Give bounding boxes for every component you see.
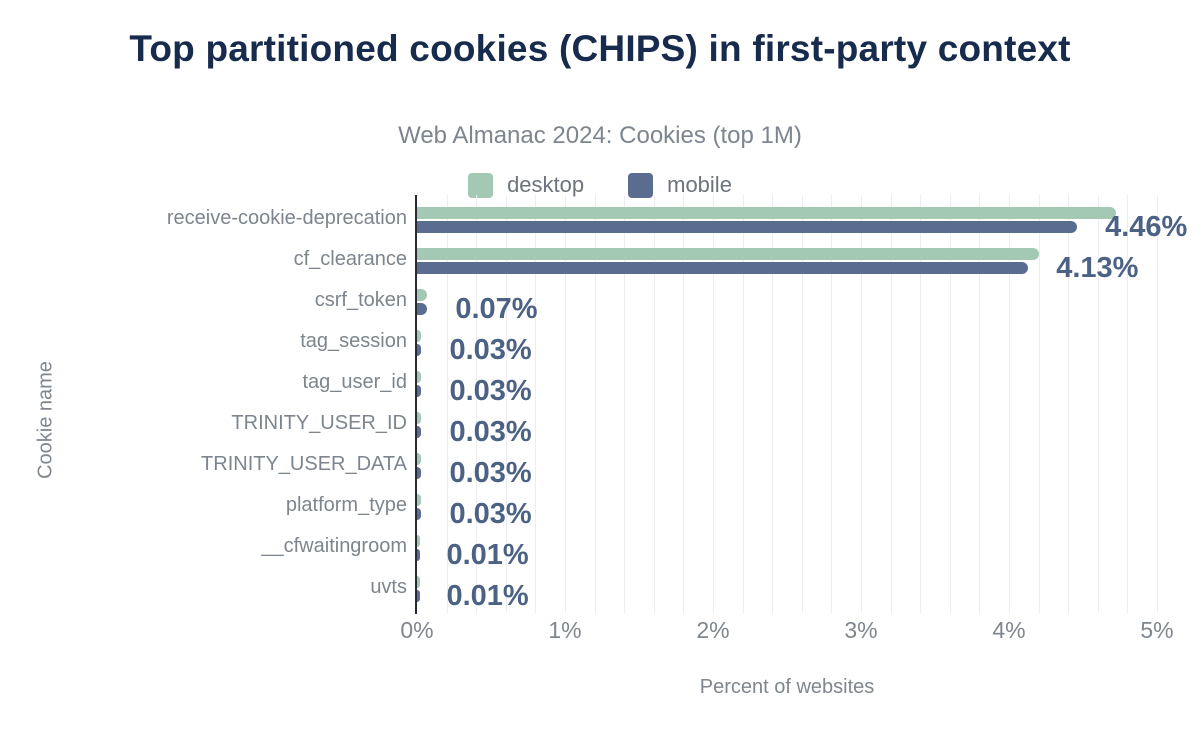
bar-desktop	[417, 371, 422, 383]
gridline	[505, 195, 507, 613]
x-axis-title: Percent of websites	[699, 676, 875, 698]
gridline	[565, 195, 566, 613]
gridline	[713, 195, 714, 613]
gridline	[772, 195, 774, 613]
bar-mobile	[417, 590, 420, 602]
bar-row: 0.03%	[417, 359, 1157, 406]
x-tick-label: 4%	[992, 617, 1026, 643]
gridline	[1038, 195, 1040, 613]
value-label: 4.46%	[1105, 211, 1188, 243]
x-tick-label: 2%	[696, 617, 730, 643]
bar-mobile	[417, 221, 1078, 233]
gridline	[1127, 195, 1129, 613]
gridline	[1009, 195, 1010, 613]
value-label: 0.03%	[449, 334, 532, 366]
y-axis-line	[415, 195, 417, 614]
bar-mobile	[417, 385, 422, 397]
bar-desktop	[417, 453, 422, 465]
gridline	[624, 195, 626, 613]
bar-row: 4.13%	[417, 236, 1157, 283]
legend-label-desktop: desktop	[507, 172, 585, 197]
bar-mobile	[417, 549, 420, 561]
gridline	[535, 195, 537, 613]
value-label: 0.01%	[446, 580, 529, 612]
gridline	[594, 195, 596, 613]
bar-row: 0.03%	[417, 400, 1157, 447]
x-tick-label: 0%	[400, 617, 434, 643]
bar-row: 0.03%	[417, 482, 1157, 529]
bar-mobile	[417, 426, 422, 438]
category-label: csrf_token	[314, 289, 407, 311]
legend-label-mobile: mobile	[667, 172, 732, 197]
bar-row: 0.07%	[417, 277, 1157, 324]
category-label: TRINITY_USER_DATA	[201, 453, 407, 475]
x-tick-label: 3%	[844, 617, 878, 643]
legend-item-mobile[interactable]: mobile	[628, 172, 732, 198]
bar-desktop	[417, 248, 1039, 260]
gridline	[920, 195, 922, 613]
bar-mobile	[417, 508, 422, 520]
category-label: tag_user_id	[302, 371, 407, 393]
bar-desktop	[417, 494, 422, 506]
legend: desktop mobile	[0, 172, 1200, 198]
gridline	[653, 195, 655, 613]
gridline	[801, 195, 803, 613]
category-label: platform_type	[285, 494, 407, 516]
legend-item-desktop[interactable]: desktop	[468, 172, 584, 198]
gridline	[742, 195, 744, 613]
chart-subtitle: Web Almanac 2024: Cookies (top 1M)	[398, 122, 802, 149]
gridline	[979, 195, 981, 613]
value-label: 0.03%	[449, 375, 532, 407]
bar-mobile	[417, 467, 422, 479]
bar-desktop	[417, 412, 422, 424]
bar-desktop	[417, 207, 1116, 219]
x-tick-label: 1%	[548, 617, 582, 643]
x-tick-label: 5%	[1140, 617, 1174, 643]
bar-row: 0.01%	[417, 564, 1157, 611]
value-label: 4.13%	[1056, 252, 1139, 284]
gridline	[1068, 195, 1070, 613]
bar-mobile	[417, 303, 428, 315]
gridline	[446, 195, 448, 613]
x-axis-tick-labels: 0% 1% 2% 3% 4% 5%	[0, 617, 1200, 647]
gridline	[861, 195, 862, 613]
value-label: 0.03%	[449, 416, 532, 448]
gridline	[831, 195, 833, 613]
desktop-swatch-icon	[468, 172, 494, 198]
plot-area: 4.46% 4.13% 0.07% 0.03% 0.03% 0.03% 0.03% 0.03%…	[415, 195, 1187, 614]
gridline	[1097, 195, 1099, 613]
category-label: receive-cookie-deprecation	[166, 207, 407, 229]
bar-row: 4.46%	[417, 195, 1187, 242]
category-label: TRINITY_USER_ID	[231, 412, 407, 434]
bar-row: 0.03%	[417, 318, 1157, 365]
bar-mobile	[417, 344, 422, 356]
chart-title: Top partitioned cookies (CHIPS) in first…	[129, 28, 1071, 69]
category-label: __cfwaitingroom	[261, 535, 407, 557]
gridline	[683, 195, 685, 613]
mobile-swatch-icon	[628, 172, 654, 198]
category-label: cf_clearance	[293, 248, 407, 270]
gridline	[949, 195, 951, 613]
gridline	[1157, 195, 1158, 613]
category-label: tag_session	[300, 330, 407, 352]
gridline	[890, 195, 892, 613]
bar-desktop	[417, 289, 428, 301]
category-label: uvts	[370, 576, 407, 598]
bar-row: 0.01%	[417, 523, 1157, 570]
bar-mobile	[417, 262, 1029, 274]
gridline	[476, 195, 478, 613]
value-label: 0.01%	[446, 539, 529, 571]
bar-desktop	[417, 330, 422, 342]
bar-desktop	[417, 535, 420, 547]
value-label: 0.03%	[449, 498, 532, 530]
bar-desktop	[417, 576, 420, 588]
bar-row: 0.03%	[417, 441, 1157, 488]
value-label: 0.03%	[449, 457, 532, 489]
value-label: 0.07%	[455, 293, 538, 325]
